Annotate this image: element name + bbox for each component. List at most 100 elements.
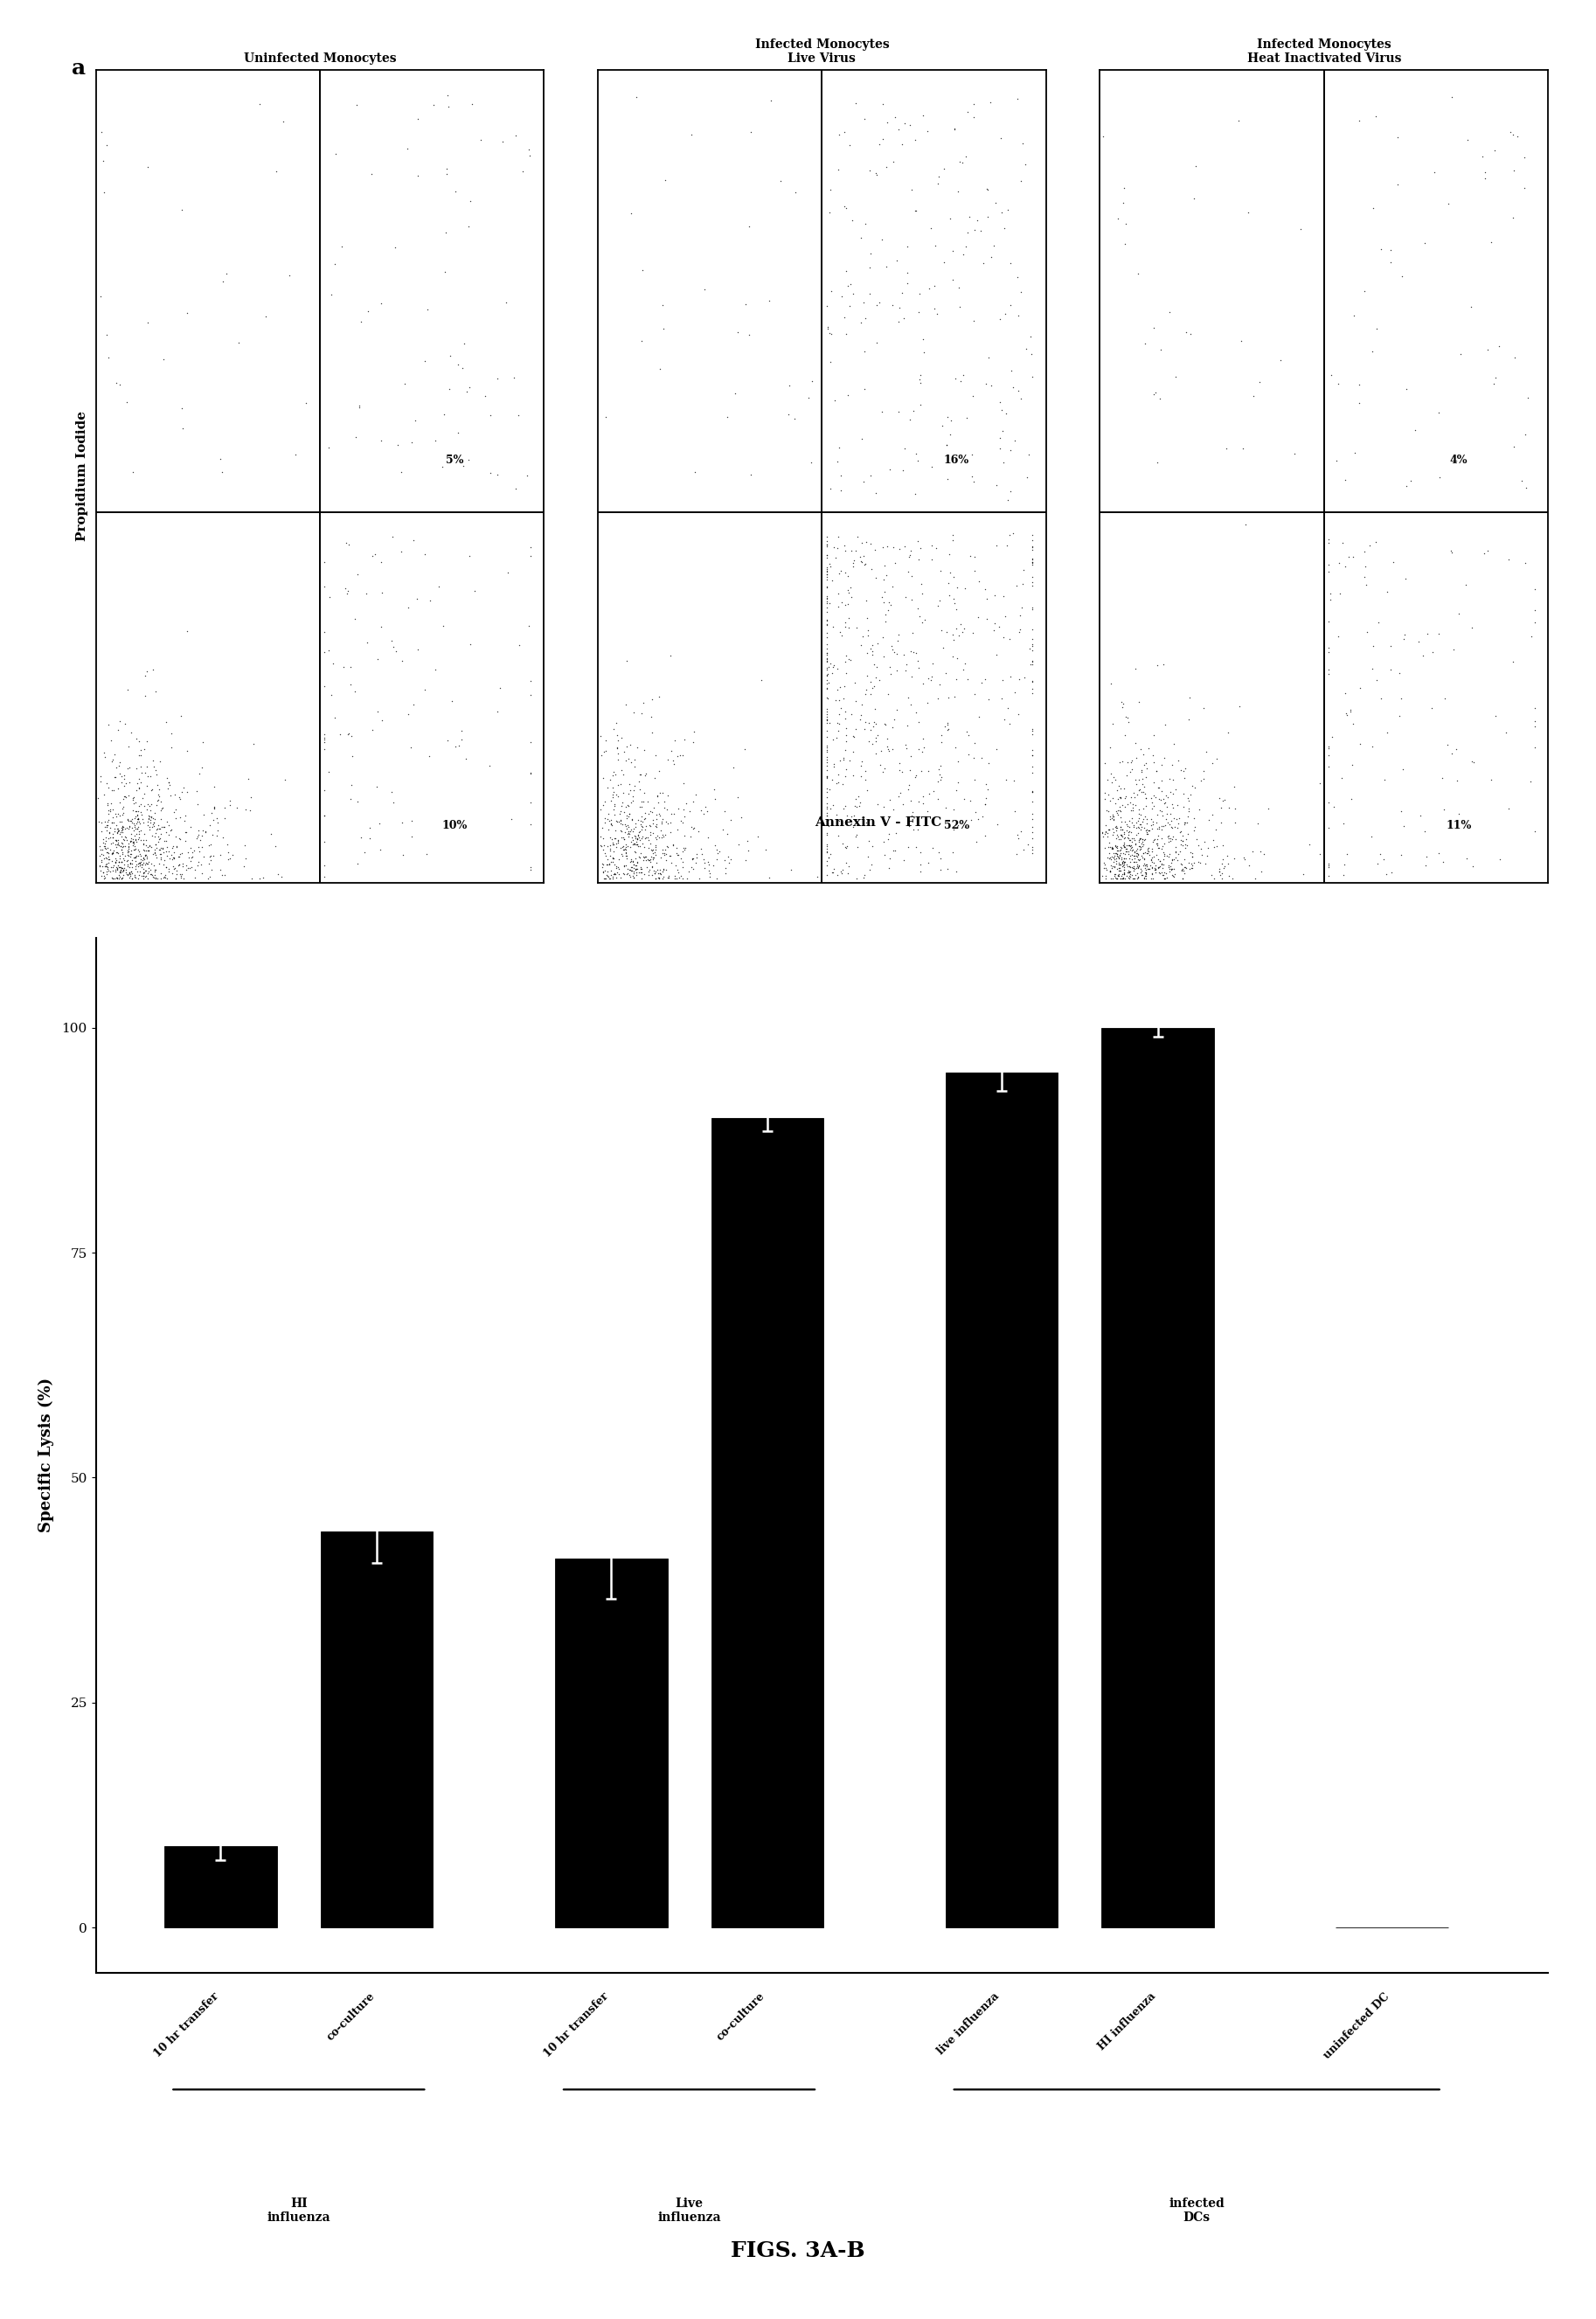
Point — [614, 786, 640, 823]
Point — [662, 721, 688, 758]
Point — [161, 849, 187, 886]
Point — [168, 782, 193, 819]
Point — [338, 666, 364, 703]
Point — [1020, 545, 1045, 582]
Point — [661, 795, 686, 833]
Point — [670, 830, 696, 867]
Point — [389, 642, 415, 679]
Point — [1149, 772, 1175, 809]
Point — [1114, 826, 1140, 863]
Point — [413, 835, 439, 872]
Point — [648, 851, 674, 888]
Point — [1119, 828, 1144, 865]
Point — [1112, 717, 1138, 754]
Point — [1124, 826, 1149, 863]
Point — [1127, 846, 1152, 884]
Point — [998, 705, 1023, 742]
Point — [94, 765, 120, 802]
Point — [1012, 146, 1037, 183]
Point — [110, 849, 136, 886]
Point — [142, 851, 168, 888]
Point — [163, 791, 188, 828]
Point — [1117, 807, 1143, 844]
Point — [1175, 805, 1200, 842]
Point — [1117, 849, 1143, 886]
Point — [907, 730, 932, 768]
Point — [169, 846, 195, 884]
Point — [1454, 839, 1479, 877]
Point — [105, 846, 131, 884]
Point — [598, 800, 624, 837]
Point — [311, 543, 337, 580]
Point — [833, 751, 859, 788]
Point — [661, 747, 686, 784]
Point — [136, 828, 161, 865]
Point — [121, 828, 147, 865]
Point — [814, 536, 839, 573]
Point — [1438, 531, 1464, 568]
Point — [1175, 779, 1200, 816]
Point — [1104, 793, 1130, 830]
Point — [94, 807, 120, 844]
Point — [838, 531, 863, 568]
Point — [847, 758, 873, 795]
Point — [1333, 696, 1358, 733]
Point — [1120, 849, 1146, 886]
Point — [622, 809, 648, 846]
Point — [1119, 779, 1144, 816]
Point — [142, 833, 168, 870]
Point — [174, 612, 200, 649]
Text: 52%: 52% — [943, 821, 969, 830]
Point — [624, 844, 650, 881]
Point — [619, 851, 645, 888]
Point — [102, 735, 128, 772]
Point — [117, 849, 142, 886]
Point — [517, 661, 543, 698]
Point — [600, 826, 626, 863]
Point — [437, 339, 463, 376]
Point — [598, 856, 624, 893]
Point — [1176, 700, 1202, 737]
Point — [1157, 819, 1183, 856]
Point — [994, 480, 1020, 517]
Point — [656, 860, 681, 897]
Point — [646, 751, 672, 788]
Point — [96, 707, 121, 744]
Point — [814, 705, 839, 742]
Point — [126, 761, 152, 798]
Point — [814, 700, 839, 737]
Point — [144, 756, 169, 793]
Point — [1116, 853, 1141, 890]
Point — [919, 540, 945, 577]
Point — [1159, 802, 1184, 839]
Point — [598, 805, 624, 842]
Point — [929, 758, 954, 795]
Point — [1103, 846, 1128, 884]
Point — [696, 853, 721, 890]
Point — [1140, 849, 1165, 886]
Point — [619, 782, 645, 819]
Point — [115, 833, 140, 870]
Point — [638, 814, 664, 851]
Point — [825, 756, 851, 793]
Point — [691, 849, 717, 886]
Point — [1020, 772, 1045, 809]
Point — [1427, 459, 1452, 496]
Point — [863, 705, 889, 742]
Point — [1146, 807, 1171, 844]
Point — [132, 844, 158, 881]
Point — [1178, 835, 1203, 872]
Point — [139, 856, 164, 893]
Point — [123, 821, 148, 858]
Point — [1141, 821, 1167, 858]
Point — [1341, 705, 1366, 742]
Point — [621, 826, 646, 863]
Point — [637, 793, 662, 830]
Point — [118, 853, 144, 890]
Point — [88, 814, 113, 851]
Point — [1092, 779, 1117, 816]
Point — [126, 816, 152, 853]
Point — [982, 577, 1007, 615]
Point — [128, 844, 153, 881]
Point — [1381, 543, 1406, 580]
